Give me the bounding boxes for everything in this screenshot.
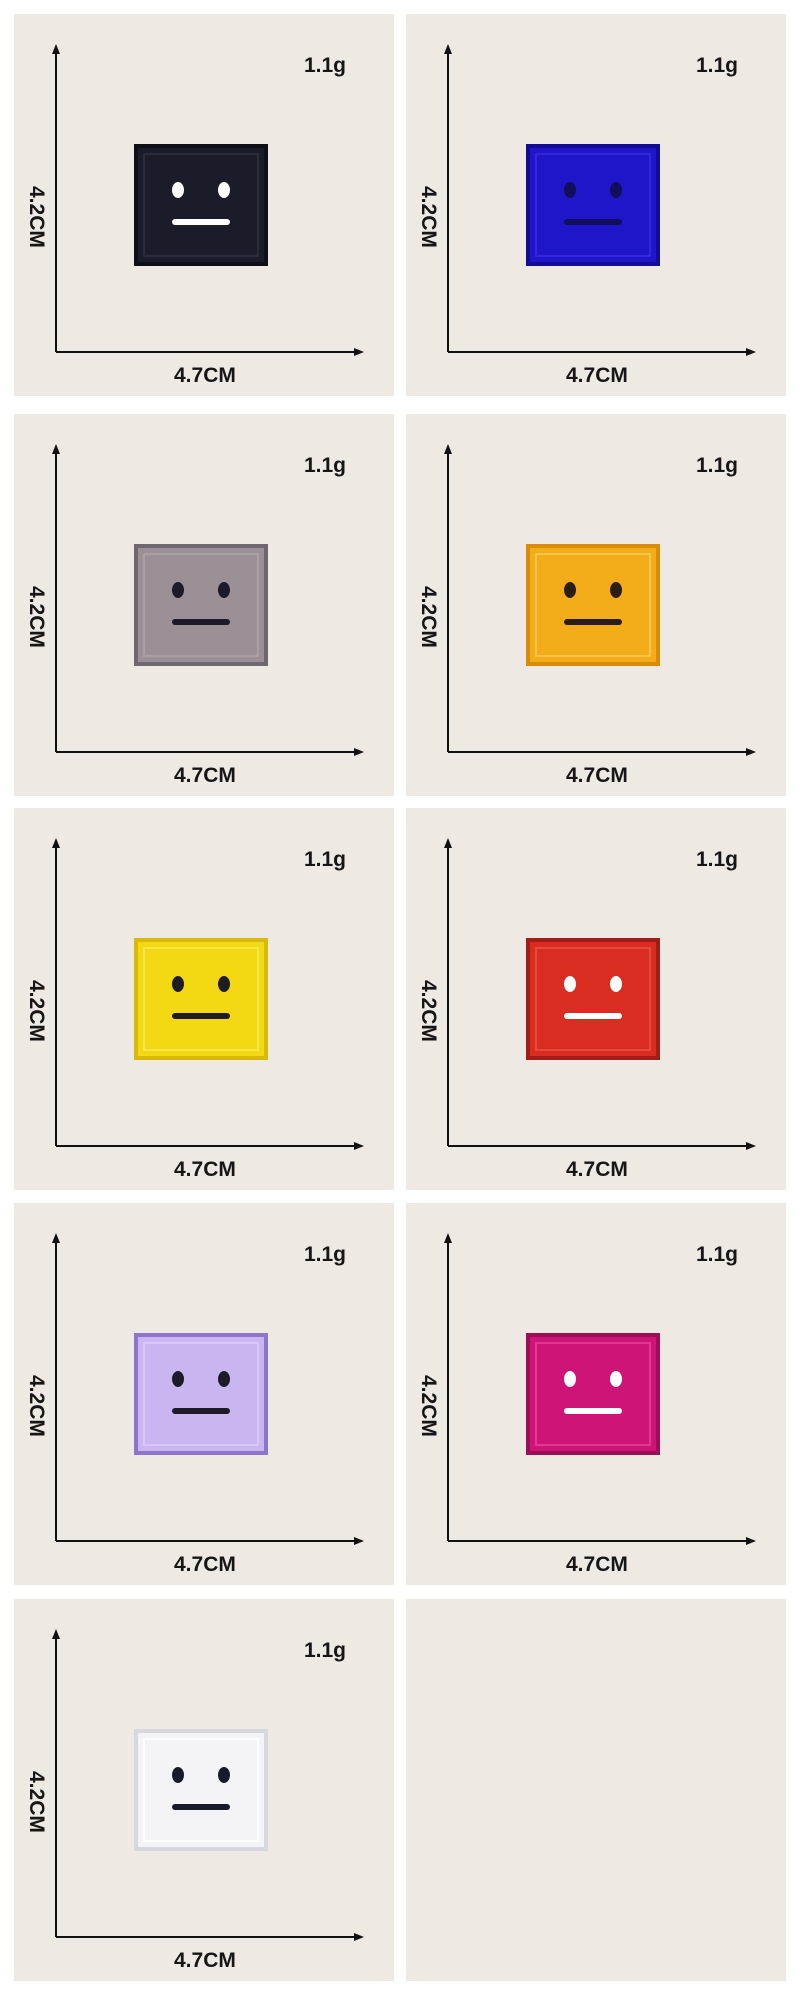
weight-label: 1.1g — [303, 454, 346, 477]
width-label: 4.7CM — [566, 764, 628, 787]
dimension-axes — [52, 1233, 364, 1545]
weight-label: 1.1g — [303, 54, 346, 77]
height-label: 4.2CM — [25, 980, 48, 1042]
width-label: 4.7CM — [566, 1158, 628, 1181]
height-label: 4.2CM — [417, 186, 440, 248]
width-label: 4.7CM — [566, 364, 628, 387]
weight-label: 1.1g — [695, 1243, 738, 1266]
smiley-patch-white — [134, 1729, 268, 1851]
patch-panel-yellow: 1.1g 4.2CM 4.7CM — [14, 808, 394, 1190]
smiley-patch-orange — [526, 544, 660, 666]
weight-label: 1.1g — [303, 848, 346, 871]
smiley-patch-magenta — [526, 1333, 660, 1455]
dimension-axes — [52, 444, 364, 756]
dimension-axes — [444, 1233, 756, 1545]
patch-panel-lavender: 1.1g 4.2CM 4.7CM — [14, 1203, 394, 1585]
smiley-patch-yellow — [134, 938, 268, 1060]
height-label: 4.2CM — [25, 1771, 48, 1833]
width-label: 4.7CM — [566, 1553, 628, 1576]
height-label: 4.2CM — [25, 1375, 48, 1437]
dimension-axes — [444, 838, 756, 1150]
smiley-patch-black — [134, 144, 268, 266]
patch-panel-orange: 1.1g 4.2CM 4.7CM — [406, 414, 786, 796]
patch-panel-white: 1.1g 4.2CM 4.7CM — [14, 1599, 394, 1981]
height-label: 4.2CM — [417, 1375, 440, 1437]
height-label: 4.2CM — [25, 586, 48, 648]
patch-panel-red: 1.1g 4.2CM 4.7CM — [406, 808, 786, 1190]
dimension-axes — [52, 1629, 364, 1941]
width-label: 4.7CM — [174, 764, 236, 787]
weight-label: 1.1g — [695, 454, 738, 477]
width-label: 4.7CM — [174, 364, 236, 387]
height-label: 4.2CM — [417, 980, 440, 1042]
patch-panel-magenta: 1.1g 4.2CM 4.7CM — [406, 1203, 786, 1585]
smiley-patch-blue — [526, 144, 660, 266]
patch-panel-gray: 1.1g 4.2CM 4.7CM — [14, 414, 394, 796]
dimension-axes — [52, 838, 364, 1150]
dimension-axes — [444, 44, 756, 356]
dimension-axes — [52, 44, 364, 356]
smiley-patch-lavender — [134, 1333, 268, 1455]
weight-label: 1.1g — [695, 848, 738, 871]
smiley-patch-red — [526, 938, 660, 1060]
smiley-patch-gray — [134, 544, 268, 666]
weight-label: 1.1g — [303, 1243, 346, 1266]
height-label: 4.2CM — [417, 586, 440, 648]
height-label: 4.2CM — [25, 186, 48, 248]
patch-panel-blue: 1.1g 4.2CM 4.7CM — [406, 14, 786, 396]
patch-panel-black: 1.1g 4.2CM 4.7CM — [14, 14, 394, 396]
width-label: 4.7CM — [174, 1949, 236, 1972]
weight-label: 1.1g — [303, 1639, 346, 1662]
empty-panel — [406, 1599, 786, 1981]
dimension-axes — [444, 444, 756, 756]
width-label: 4.7CM — [174, 1158, 236, 1181]
width-label: 4.7CM — [174, 1553, 236, 1576]
weight-label: 1.1g — [695, 54, 738, 77]
